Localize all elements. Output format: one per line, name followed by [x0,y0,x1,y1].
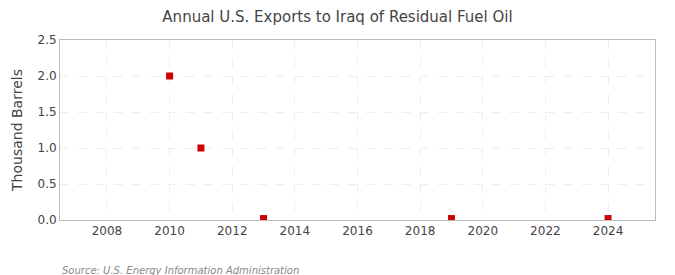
svg-text:2018: 2018 [405,224,436,238]
svg-text:1.0: 1.0 [38,141,57,155]
svg-text:0.5: 0.5 [38,177,57,191]
svg-text:2010: 2010 [154,224,185,238]
svg-text:2020: 2020 [467,224,498,238]
svg-text:Thousand Barrels: Thousand Barrels [9,69,25,192]
svg-text:2008: 2008 [92,224,123,238]
svg-text:0.0: 0.0 [38,213,57,227]
svg-text:2016: 2016 [342,224,373,238]
svg-text:2.5: 2.5 [38,33,57,47]
svg-text:2.0: 2.0 [38,69,57,83]
svg-text:2012: 2012 [217,224,248,238]
svg-text:2024: 2024 [593,224,624,238]
svg-text:Source: U.S. Energy Informatio: Source: U.S. Energy Information Administ… [62,265,299,275]
svg-text:2022: 2022 [530,224,561,238]
svg-text:2014: 2014 [280,224,311,238]
svg-text:1.5: 1.5 [38,105,57,119]
svg-text:Annual U.S. Exports to Iraq of: Annual U.S. Exports to Iraq of Residual … [162,8,512,26]
